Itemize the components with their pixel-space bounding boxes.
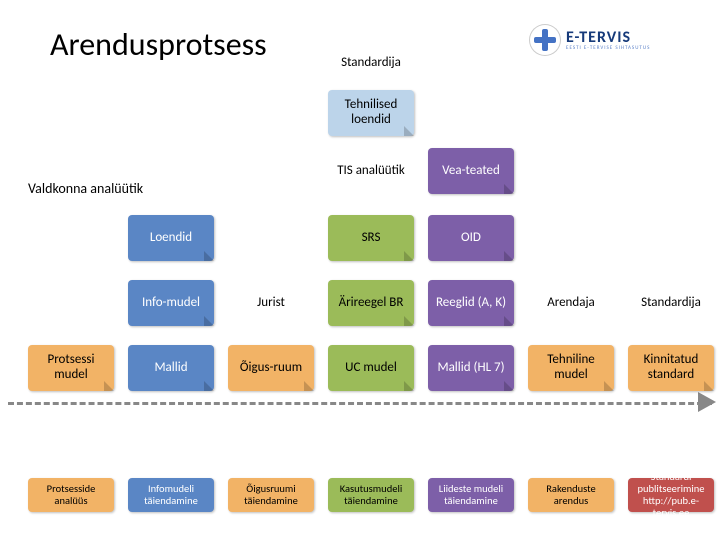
cell-r2-c4: Vea-teated <box>428 148 514 194</box>
logo-cross-icon <box>530 25 560 55</box>
logo-brand: E-TERVIS <box>566 30 650 46</box>
cell-r7-c3: Kasutusmudeli täiendamine <box>328 478 414 512</box>
cell-r5-c6: Kinnitatud standard <box>628 345 714 391</box>
logo: E-TERVIS EESTI E-TERVISE SIHTASUTUS <box>530 22 700 58</box>
cell-r7-c6: Standardi publitseerimine http://pub.e-t… <box>628 478 714 512</box>
timeline-arrow-icon <box>698 392 716 412</box>
cell-r4-c6: Standardija <box>628 280 714 326</box>
cell-r3-c4: OID <box>428 215 514 261</box>
cell-r7-c0: Protsesside analüüs <box>28 478 114 512</box>
cell-r5-c4: Mallid (HL 7) <box>428 345 514 391</box>
cell-r1-c3: Tehnilised loendid <box>328 90 414 136</box>
cell-r5-c3: UC mudel <box>328 345 414 391</box>
cell-r4-c4: Reeglid (A, K) <box>428 280 514 326</box>
cell-r3-c1: Loendid <box>128 215 214 261</box>
timeline-dashed <box>8 402 712 405</box>
cell-r2-c3: TIS analüütik <box>328 148 414 194</box>
logo-subtitle: EESTI E-TERVISE SIHTASUTUS <box>566 46 650 51</box>
cell-r4-c2: Jurist <box>228 280 314 326</box>
valdkonna-label: Valdkonna analüütik <box>28 180 143 197</box>
cell-r7-c4: Liideste mudeli täiendamine <box>428 478 514 512</box>
cell-r5-c2: Õigus-ruum <box>228 345 314 391</box>
cell-r5-c0: Protsessi mudel <box>28 345 114 391</box>
page-title: Arendusprotsess <box>50 25 267 64</box>
cell-r5-c5: Tehniline mudel <box>528 345 614 391</box>
cell-r4-c1: Info-mudel <box>128 280 214 326</box>
cell-r5-c1: Mallid <box>128 345 214 391</box>
cell-r0-c3: Standardija <box>328 40 414 86</box>
cell-r4-c5: Arendaja <box>528 280 614 326</box>
cell-r4-c3: Ärireegel BR <box>328 280 414 326</box>
cell-r7-c5: Rakenduste arendus <box>528 478 614 512</box>
cell-r3-c3: SRS <box>328 215 414 261</box>
cell-r7-c2: Õigusruumi täiendamine <box>228 478 314 512</box>
cell-r7-c1: Infomudeli täiendamine <box>128 478 214 512</box>
